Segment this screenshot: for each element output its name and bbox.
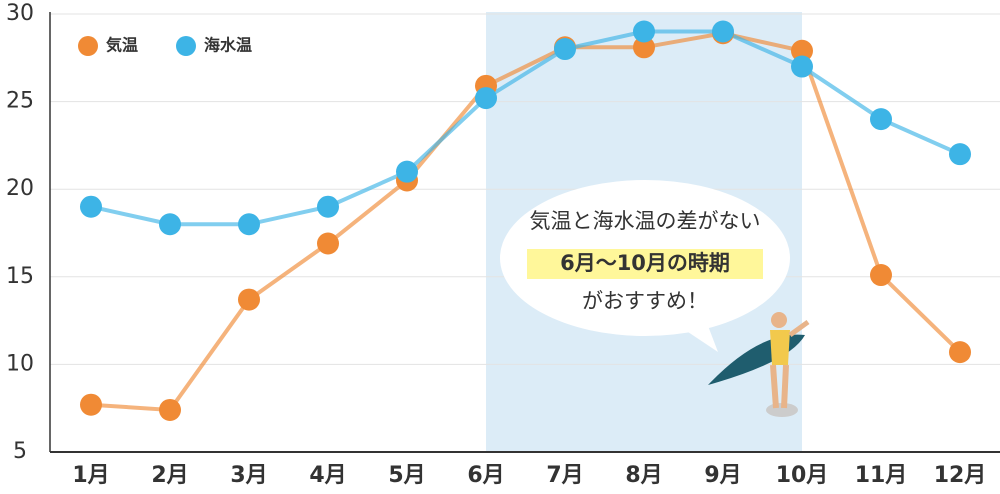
x-tick-label: 10月 xyxy=(776,463,829,488)
data-point xyxy=(949,341,971,364)
x-tick-label: 5月 xyxy=(388,463,425,488)
legend-label: 海水温 xyxy=(204,36,252,55)
data-point xyxy=(554,38,576,61)
data-point xyxy=(80,393,102,416)
data-point xyxy=(633,36,655,59)
data-point xyxy=(396,160,418,183)
data-point xyxy=(712,20,734,43)
x-tick-label: 11月 xyxy=(855,463,908,488)
surfer-illustration xyxy=(708,312,810,417)
x-tick-label: 6月 xyxy=(467,463,504,488)
data-point xyxy=(159,213,181,236)
y-tick-label: 5 xyxy=(13,439,27,464)
series-line xyxy=(90,29,961,227)
y-tick-label: 15 xyxy=(6,264,34,289)
y-tick-label: 20 xyxy=(6,176,34,201)
data-point xyxy=(949,143,971,166)
annotation-line: がおすすめ！ xyxy=(582,289,708,313)
y-tick-label: 25 xyxy=(6,89,34,114)
x-tick-label: 2月 xyxy=(151,463,188,488)
data-point xyxy=(633,20,655,43)
x-tick-label: 12月 xyxy=(934,463,987,488)
data-point xyxy=(317,195,339,218)
data-point xyxy=(80,195,102,218)
legend-marker xyxy=(176,36,196,56)
y-tick-label: 10 xyxy=(6,351,34,376)
data-point xyxy=(317,232,339,255)
data-point xyxy=(791,39,813,62)
series-line xyxy=(90,31,962,413)
annotation-line: 6月〜10月の時期 xyxy=(560,251,730,275)
y-tick-label: 30 xyxy=(6,1,34,26)
x-tick-label: 4月 xyxy=(309,463,346,488)
data-point xyxy=(791,55,813,78)
speech-bubble: 気温と海水温の差がない 6月〜10月の時期 がおすすめ！ xyxy=(500,180,790,352)
data-point xyxy=(159,398,181,421)
x-tick-label: 8月 xyxy=(625,463,662,488)
annotation-line: 気温と海水温の差がない xyxy=(530,209,761,233)
data-point xyxy=(870,108,892,131)
data-point xyxy=(238,213,260,236)
x-tick-label: 1月 xyxy=(72,463,109,488)
legend-label: 気温 xyxy=(106,36,138,55)
x-tick-label: 3月 xyxy=(230,463,267,488)
x-tick-label: 7月 xyxy=(546,463,583,488)
data-point xyxy=(870,264,892,287)
data-point xyxy=(475,87,497,110)
x-tick-label: 9月 xyxy=(704,463,741,488)
data-point xyxy=(238,288,260,311)
legend-marker xyxy=(78,36,98,56)
